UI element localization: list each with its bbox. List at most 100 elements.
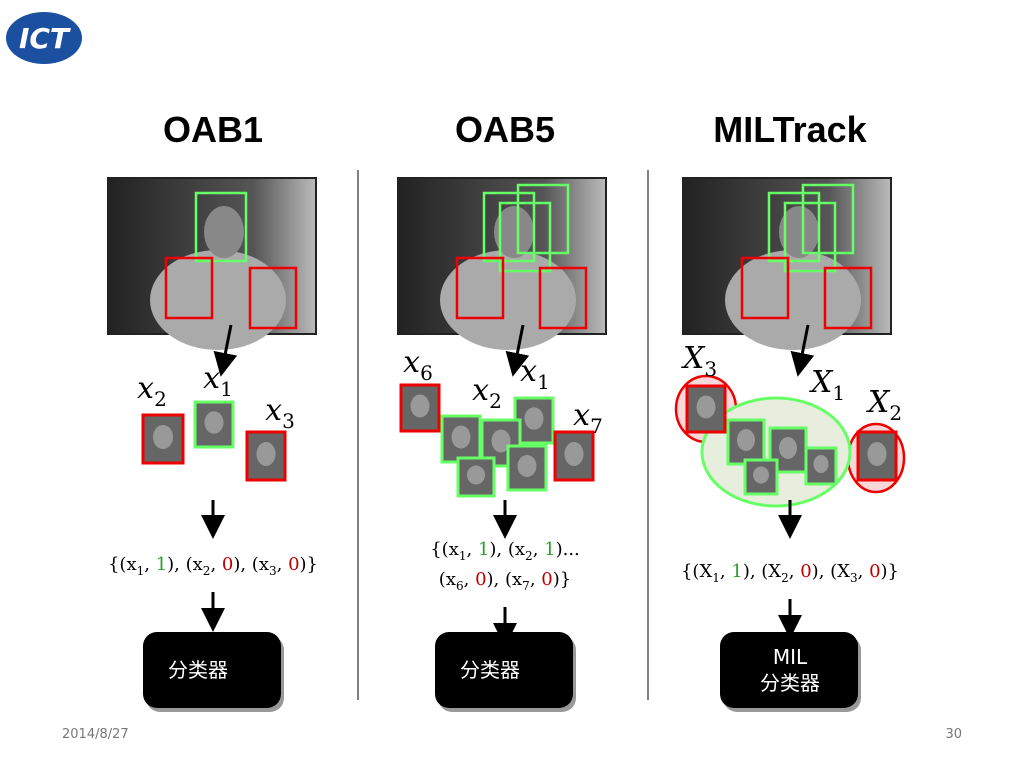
formula-subscript: 2 bbox=[525, 549, 533, 563]
classifier-box bbox=[720, 632, 858, 708]
formula-text: , bbox=[144, 554, 155, 575]
formula-text: , bbox=[467, 539, 478, 560]
formula-text: ), (x bbox=[233, 554, 269, 575]
tracking-box bbox=[164, 256, 214, 320]
logo-text: ICT bbox=[19, 22, 71, 55]
label-symbol: X bbox=[866, 385, 891, 420]
formula-text: )} bbox=[300, 554, 318, 575]
patch-face bbox=[753, 466, 769, 484]
classifier-label: MIL bbox=[773, 645, 808, 669]
arrow bbox=[505, 324, 530, 377]
formula-text: {(x bbox=[430, 539, 459, 560]
formula-text: , bbox=[789, 561, 800, 582]
classifier-label: 分类器 bbox=[168, 658, 228, 682]
patch bbox=[440, 414, 482, 464]
formula-subscript: 1 bbox=[459, 549, 467, 563]
formula-text: 0 bbox=[222, 554, 233, 575]
label-symbol: X bbox=[681, 341, 706, 376]
patch-face bbox=[467, 465, 485, 485]
tracking-box bbox=[538, 266, 588, 330]
logo: ICT bbox=[6, 12, 82, 64]
formula-subscript: 3 bbox=[269, 564, 277, 578]
classifier-box bbox=[435, 632, 573, 708]
tracking-box bbox=[516, 183, 570, 255]
face bbox=[494, 206, 534, 258]
label-symbol: x bbox=[265, 393, 282, 428]
tracking-box bbox=[482, 191, 536, 263]
patch-face bbox=[867, 442, 887, 466]
formula-text: 0 bbox=[541, 569, 552, 590]
formula-subscript: 7 bbox=[522, 579, 530, 593]
label-symbol: x bbox=[472, 373, 489, 408]
patch-face bbox=[410, 394, 430, 418]
label-subscript: 2 bbox=[154, 387, 167, 411]
patch-face bbox=[779, 437, 797, 459]
face bbox=[779, 206, 819, 258]
formula-subscript: 3 bbox=[850, 571, 858, 585]
formula-subscript: 1 bbox=[712, 571, 720, 585]
formula-subscript: 6 bbox=[456, 579, 464, 593]
label-subscript: 3 bbox=[282, 409, 295, 433]
patch-face bbox=[524, 407, 544, 430]
formula-text: ), (x bbox=[489, 539, 525, 560]
patch-face bbox=[256, 442, 276, 466]
formula-text: )... bbox=[556, 539, 580, 560]
patch bbox=[553, 430, 595, 482]
label-symbol: x bbox=[403, 345, 420, 380]
label-subscript: 1 bbox=[537, 370, 550, 394]
classifier-box bbox=[143, 632, 281, 708]
column-title: OAB5 bbox=[455, 109, 555, 150]
label-symbol: X bbox=[809, 365, 834, 400]
classifier-label: 分类器 bbox=[460, 658, 520, 682]
tracking-box bbox=[194, 191, 248, 263]
formula-text: (x bbox=[439, 569, 456, 590]
instance-label: x3 bbox=[265, 393, 295, 433]
instance-label: x6 bbox=[403, 345, 433, 385]
formula-text: 0 bbox=[475, 569, 486, 590]
formula-text: 1 bbox=[544, 539, 555, 560]
person bbox=[440, 250, 576, 350]
patch-face bbox=[737, 429, 755, 451]
person bbox=[725, 250, 861, 350]
tracking-box bbox=[801, 183, 855, 255]
instance-label: x1 bbox=[203, 361, 233, 401]
arrow bbox=[213, 324, 238, 377]
label-subscript: 2 bbox=[489, 389, 502, 413]
formula: {(X1, 1), (X2, 0), (X3, 0)} bbox=[681, 561, 899, 585]
face bbox=[204, 206, 244, 258]
formula-subscript: 1 bbox=[137, 564, 145, 578]
tracking-box bbox=[783, 201, 837, 273]
formula-text: 0 bbox=[288, 554, 299, 575]
formula-text: , bbox=[277, 554, 288, 575]
patch-face bbox=[564, 442, 584, 466]
tracking-box bbox=[498, 201, 552, 273]
formula-text: ), (x bbox=[487, 569, 523, 590]
patch-face bbox=[451, 425, 471, 449]
instance-label: x2 bbox=[137, 371, 167, 411]
label-subscript: 7 bbox=[590, 414, 603, 438]
label-subscript: 6 bbox=[420, 361, 433, 385]
patch-face bbox=[491, 429, 511, 453]
patch-face bbox=[517, 455, 537, 477]
formula: (x6, 0), (x7, 0)} bbox=[439, 569, 571, 593]
label-subscript: 1 bbox=[220, 377, 233, 401]
formula: {(x1, 1), (x2, 1)... bbox=[430, 539, 580, 563]
formula-text: 1 bbox=[731, 561, 742, 582]
formula-text: )} bbox=[881, 561, 899, 582]
instance-label: x2 bbox=[472, 373, 502, 413]
column-title: OAB1 bbox=[163, 109, 263, 150]
tracking-box bbox=[455, 256, 505, 320]
patch-face bbox=[813, 455, 829, 473]
formula-text: 0 bbox=[800, 561, 811, 582]
label-symbol: x bbox=[203, 361, 220, 396]
formula-text: 0 bbox=[869, 561, 880, 582]
formula-text: , bbox=[464, 569, 475, 590]
column-title: MILTrack bbox=[713, 109, 867, 150]
patch-face bbox=[153, 425, 173, 449]
instance-label: x1 bbox=[520, 354, 550, 394]
formula-text: , bbox=[530, 569, 541, 590]
formula-text: , bbox=[858, 561, 869, 582]
label-subscript: 3 bbox=[704, 357, 717, 381]
label-subscript: 2 bbox=[889, 401, 902, 425]
